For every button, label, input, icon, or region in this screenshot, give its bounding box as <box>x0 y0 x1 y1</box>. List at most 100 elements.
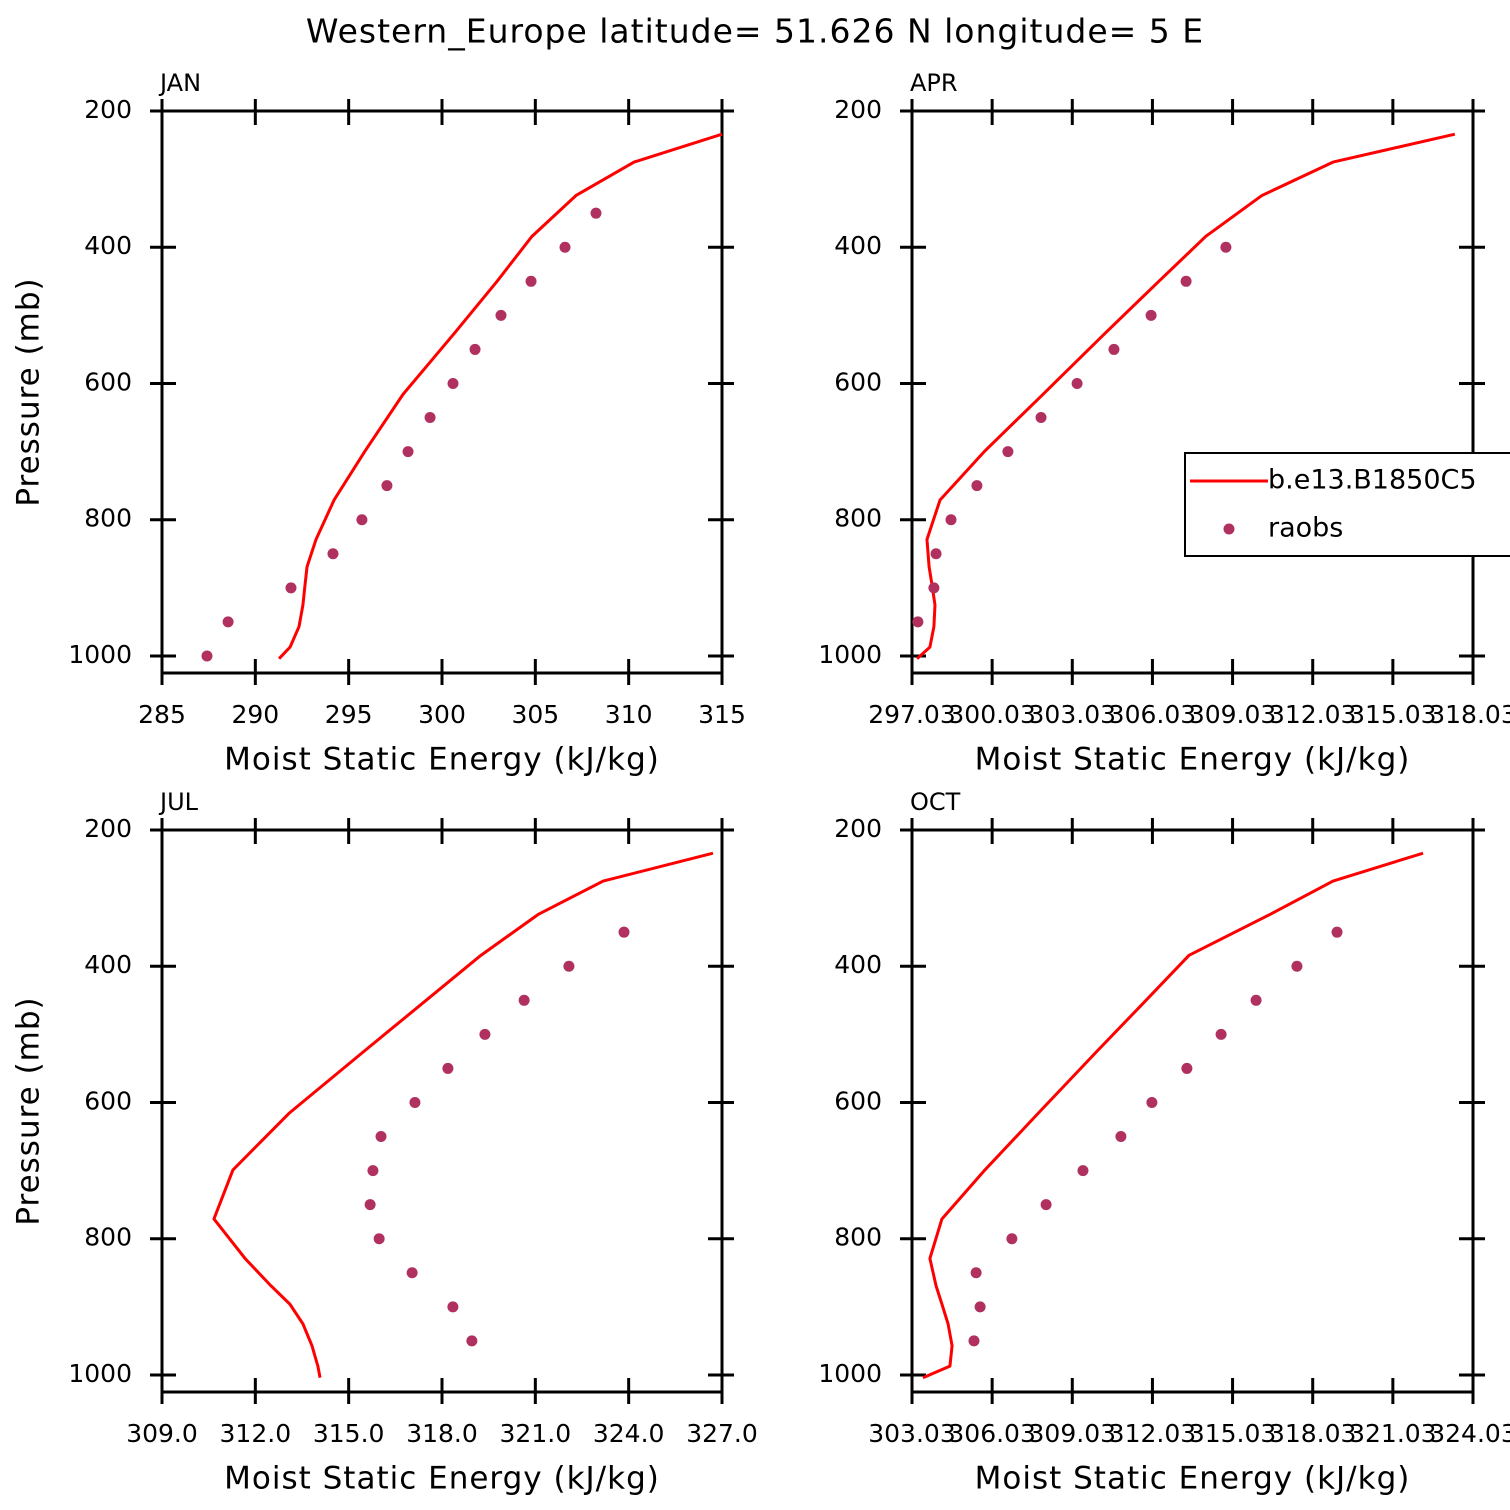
y-tick-label: 400 <box>84 231 132 260</box>
obs-point <box>406 1267 418 1279</box>
obs-point <box>1180 275 1192 287</box>
plot-group: 200 400 600 800 1000 303.03306.03309.03312.03… <box>818 788 1510 1497</box>
x-axis-title: Moist Static Energy (kJ/kg) <box>975 742 1411 778</box>
y-tick-label: 200 <box>84 95 132 124</box>
x-tick-label: 312.0 <box>220 1419 292 1448</box>
obs-point <box>971 480 983 492</box>
obs-point <box>1115 1131 1127 1143</box>
obs-point <box>381 480 393 492</box>
x-tick-label: 318.03 <box>1429 700 1510 729</box>
plot-group: 200 400 600 800 1000 309.0 312.0 315.0 318.0 321.… <box>11 788 758 1497</box>
obs-point <box>367 1165 379 1177</box>
obs-point <box>466 1335 478 1347</box>
obs-point <box>495 309 507 321</box>
obs-point <box>364 1199 376 1211</box>
obs-point <box>375 1131 387 1143</box>
obs-point <box>402 446 414 458</box>
obs-point <box>1215 1028 1227 1040</box>
x-tick-label: 309.03 <box>1189 700 1276 729</box>
obs-point <box>1002 446 1014 458</box>
plot-frame <box>160 828 724 1394</box>
x-tick-label: 290 <box>231 700 279 729</box>
y-tick-label: 200 <box>84 814 132 843</box>
obs-point <box>1040 1199 1052 1211</box>
x-tick-label: 309.0 <box>126 1419 198 1448</box>
obs-point <box>1331 926 1343 938</box>
obs-point <box>201 650 213 662</box>
plot-group: 200 400 600 800 1000 297.03300.03303.03306.03… <box>818 69 1510 778</box>
y-tick-label: 1000 <box>68 1359 132 1388</box>
x-tick-label: 327.0 <box>686 1419 758 1448</box>
model-line <box>922 851 1424 1380</box>
x-tick-label: 315 <box>698 700 746 729</box>
x-tick-label: 315.03 <box>1189 1419 1276 1448</box>
x-tick-label: 318.03 <box>1269 1419 1356 1448</box>
y-tick-label: 600 <box>84 1086 132 1115</box>
panel-title: OCT <box>910 788 961 816</box>
y-tick-label: 800 <box>834 1223 882 1252</box>
y-tick-label: 600 <box>84 367 132 396</box>
x-tick-label: 295 <box>325 700 373 729</box>
obs-point <box>974 1301 986 1313</box>
y-tick-label: 800 <box>84 1223 132 1252</box>
obs-point <box>968 1335 980 1347</box>
panel-title: JAN <box>158 69 201 97</box>
obs-point <box>1006 1233 1018 1245</box>
obs-point <box>928 582 940 594</box>
x-tick-label: 321.03 <box>1349 1419 1436 1448</box>
plot-frame <box>910 828 1475 1394</box>
plot-frame <box>160 109 724 675</box>
plot-group: 200 400 600 800 1000 285 290 295 300 305 310 315 JAN… <box>11 69 746 778</box>
model-line <box>277 132 723 660</box>
panel-title: JUL <box>158 788 199 816</box>
obs-point <box>373 1233 385 1245</box>
plot-frame <box>910 109 1475 675</box>
y-tick-label: 400 <box>834 231 882 260</box>
x-tick-label: 318.0 <box>406 1419 478 1448</box>
obs-point <box>424 412 436 424</box>
legend-label: raobs <box>1268 513 1343 544</box>
x-tick-label: 309.03 <box>1029 1419 1116 1448</box>
obs-point <box>442 1062 454 1074</box>
obs-point <box>563 960 575 972</box>
obs-point <box>1181 1062 1193 1074</box>
legend-label: b.e13.B1850C5 <box>1268 465 1477 496</box>
y-tick-label: 400 <box>834 950 882 979</box>
x-tick-label: 312.03 <box>1269 700 1356 729</box>
figure-title: Western_Europe latitude= 51.626 N longit… <box>306 12 1204 51</box>
obs-point <box>1220 241 1232 253</box>
y-tick-label: 200 <box>834 814 882 843</box>
x-tick-label: 285 <box>138 700 186 729</box>
x-tick-label: 300 <box>418 700 466 729</box>
obs-point <box>912 616 924 628</box>
x-tick-label: 306.03 <box>1109 700 1196 729</box>
y-tick-label: 1000 <box>68 640 132 669</box>
y-tick-label: 800 <box>834 504 882 533</box>
x-tick-label: 315.03 <box>1349 700 1436 729</box>
obs-point <box>1077 1165 1089 1177</box>
obs-point <box>409 1096 421 1108</box>
y-tick-label: 600 <box>834 367 882 396</box>
y-tick-label: 1000 <box>818 1359 882 1388</box>
obs-point <box>356 514 368 526</box>
obs-point <box>1145 309 1157 321</box>
y-axis-title: Pressure (mb) <box>11 277 47 506</box>
x-tick-label: 315.0 <box>313 1419 385 1448</box>
obs-point <box>518 994 530 1006</box>
x-tick-label: 324.03 <box>1429 1419 1510 1448</box>
obs-point <box>285 582 297 594</box>
x-tick-label: 310 <box>605 700 653 729</box>
y-tick-label: 800 <box>84 504 132 533</box>
obs-point <box>1035 412 1047 424</box>
obs-point <box>479 1028 491 1040</box>
obs-point <box>222 616 234 628</box>
obs-point <box>1071 377 1083 389</box>
obs-point <box>447 1301 459 1313</box>
obs-point <box>618 926 630 938</box>
y-tick-label: 600 <box>834 1086 882 1115</box>
x-tick-label: 303.03 <box>868 1419 955 1448</box>
obs-point <box>945 514 957 526</box>
panel-title: APR <box>910 69 958 97</box>
model-line <box>212 851 714 1378</box>
obs-point <box>930 548 942 560</box>
